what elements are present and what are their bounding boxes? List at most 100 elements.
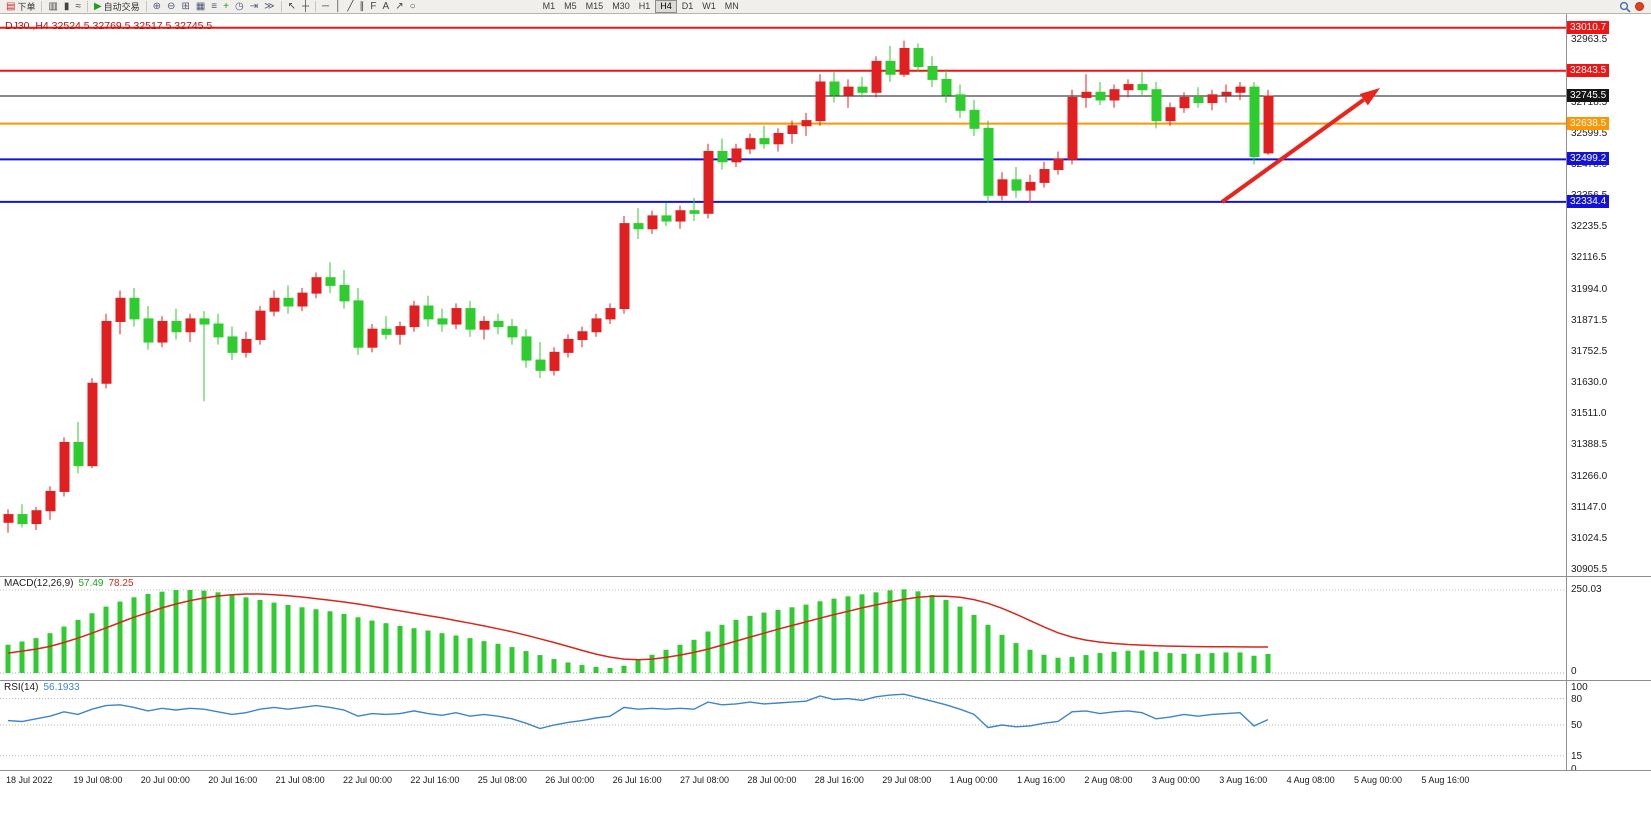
candle-body bbox=[1039, 169, 1050, 183]
macd-histogram-bar bbox=[915, 591, 921, 673]
candle-body bbox=[535, 359, 546, 371]
macd-histogram-bar bbox=[775, 609, 781, 673]
new-order-icon: ▤ bbox=[6, 0, 16, 12]
timeframe-button-M5[interactable]: M5 bbox=[564, 1, 577, 11]
trendline-tool-button[interactable]: ╱ bbox=[344, 0, 356, 13]
price-level-label: 32745.5 bbox=[1567, 89, 1610, 102]
price-axis[interactable]: 32963.532841.032718.532599.532478.032356… bbox=[1567, 14, 1651, 775]
auto-scroll-button[interactable]: ≫ bbox=[261, 0, 277, 13]
time-axis-label: 19 Jul 08:00 bbox=[73, 775, 123, 785]
macd-histogram-bar bbox=[425, 630, 431, 673]
candle-body bbox=[213, 323, 224, 338]
search-icon[interactable] bbox=[1619, 1, 1631, 13]
main-macd-splitter[interactable] bbox=[0, 576, 1651, 577]
line-chart-button[interactable]: ≈ bbox=[72, 0, 84, 13]
time-axis-label: 29 Jul 08:00 bbox=[882, 775, 932, 785]
macd-histogram-bar bbox=[845, 596, 851, 673]
time-axis-label: 2 Aug 08:00 bbox=[1084, 775, 1133, 785]
macd-rsi-splitter[interactable] bbox=[0, 680, 1651, 681]
arrow-tool-button[interactable]: ↗ bbox=[392, 0, 406, 13]
shapes-tool-button[interactable]: ○ bbox=[407, 0, 419, 13]
macd-histogram-bar bbox=[1027, 649, 1033, 673]
add-indicator-button[interactable]: + bbox=[220, 0, 232, 13]
notification-badge-icon[interactable] bbox=[1635, 2, 1644, 11]
candle-body bbox=[479, 320, 490, 330]
macd-histogram-bar bbox=[565, 662, 571, 673]
time-axis-label: 1 Aug 00:00 bbox=[949, 775, 998, 785]
candle-body bbox=[843, 86, 854, 96]
timeframe-button-D1[interactable]: D1 bbox=[681, 1, 694, 11]
price-tick-label: 32116.5 bbox=[1571, 251, 1607, 263]
macd-histogram-bar bbox=[789, 607, 795, 673]
price-tick-label: 31994.0 bbox=[1571, 283, 1608, 295]
price-level-label: 32499.2 bbox=[1567, 152, 1610, 166]
timeframe-button-W1[interactable]: W1 bbox=[702, 1, 716, 11]
candle-body bbox=[1081, 91, 1092, 98]
candle-body bbox=[521, 336, 532, 361]
macd-histogram-bar bbox=[1125, 650, 1131, 673]
period-button[interactable]: ◷ bbox=[232, 0, 247, 13]
candle-body bbox=[241, 338, 252, 353]
candle-body bbox=[143, 318, 154, 343]
timeframe-button-M1[interactable]: M1 bbox=[542, 1, 556, 11]
new-order-button[interactable]: ▤ 下单 bbox=[3, 0, 38, 13]
rsi-timeaxis-splitter[interactable] bbox=[0, 770, 1651, 771]
candle-body bbox=[703, 151, 714, 214]
cursor-button[interactable]: ↖ bbox=[285, 0, 299, 13]
fibonacci-tool-button[interactable]: F bbox=[367, 0, 379, 13]
crosshair-button[interactable]: ┼ bbox=[299, 0, 312, 13]
candle-body bbox=[689, 210, 700, 214]
macd-histogram-bar bbox=[383, 623, 389, 673]
candle-body bbox=[955, 94, 966, 111]
chart-shift-icon: ⇥ bbox=[249, 0, 259, 12]
vline-tool-button[interactable]: │ bbox=[332, 0, 344, 13]
timeframe-button-MN[interactable]: MN bbox=[724, 1, 739, 11]
trend-arrow-head[interactable] bbox=[1359, 88, 1380, 106]
macd-histogram-bar bbox=[1251, 655, 1257, 673]
timeframe-button-H1[interactable]: H1 bbox=[638, 1, 651, 11]
candle-body bbox=[1193, 96, 1204, 104]
toolbar-separator bbox=[315, 1, 317, 12]
macd-histogram-bar bbox=[901, 589, 907, 673]
candle-body bbox=[73, 441, 84, 467]
time-axis-label: 18 Jul 2022 bbox=[6, 775, 53, 785]
candle-body bbox=[647, 215, 658, 230]
macd-histogram-bar bbox=[747, 615, 753, 673]
macd-histogram-bar bbox=[397, 625, 403, 673]
bar-chart-button[interactable]: ▥ bbox=[45, 0, 60, 13]
navigator-button[interactable]: ≡ bbox=[208, 0, 220, 13]
chart-shift-button[interactable]: ⇥ bbox=[247, 0, 261, 13]
time-axis[interactable]: 18 Jul 2022 19 Jul 08:00 20 Jul 00:00 20 Ju… bbox=[0, 771, 1651, 790]
macd-scale-zero-label: 0 bbox=[1571, 666, 1577, 677]
cursor-icon: ↖ bbox=[287, 0, 296, 12]
text-tool-icon: A bbox=[382, 0, 390, 12]
candlestick-button[interactable]: ▮ bbox=[61, 0, 73, 13]
zoom-out-button[interactable]: ⊖ bbox=[164, 0, 178, 13]
line-chart-icon: ≈ bbox=[75, 0, 81, 12]
candlestick-icon: ▮ bbox=[63, 0, 70, 12]
tile-windows-button[interactable]: ⊞ bbox=[178, 0, 192, 13]
timeframe-button-M15[interactable]: M15 bbox=[585, 1, 604, 11]
macd-histogram-bar bbox=[47, 633, 53, 673]
candle-body bbox=[577, 331, 588, 340]
hline-tool-button[interactable]: ─ bbox=[319, 0, 332, 13]
time-axis-label: 4 Aug 08:00 bbox=[1286, 775, 1335, 785]
macd-histogram-bar bbox=[859, 594, 865, 673]
candle-body bbox=[465, 308, 476, 330]
text-tool-button[interactable]: A bbox=[380, 0, 393, 13]
time-axis-label: 26 Jul 00:00 bbox=[545, 775, 595, 785]
timeframe-button-M30[interactable]: M30 bbox=[612, 1, 630, 11]
macd-histogram-bar bbox=[943, 599, 949, 673]
candle-body bbox=[1249, 86, 1260, 158]
crosshair-icon: ┼ bbox=[301, 0, 310, 12]
macd-histogram-bar bbox=[649, 654, 655, 673]
timeframe-button-H4[interactable]: H4 bbox=[655, 0, 677, 13]
autotrading-button[interactable]: ▶ 自动交易 bbox=[91, 0, 143, 13]
channel-tool-button[interactable]: ∥ bbox=[356, 0, 367, 13]
trend-arrow[interactable] bbox=[1220, 98, 1365, 204]
zoom-in-button[interactable]: ⊕ bbox=[150, 0, 164, 13]
data-window-button[interactable]: ▦ bbox=[193, 0, 208, 13]
macd-histogram-bar bbox=[635, 660, 641, 673]
macd-signal-line bbox=[7, 593, 1268, 661]
